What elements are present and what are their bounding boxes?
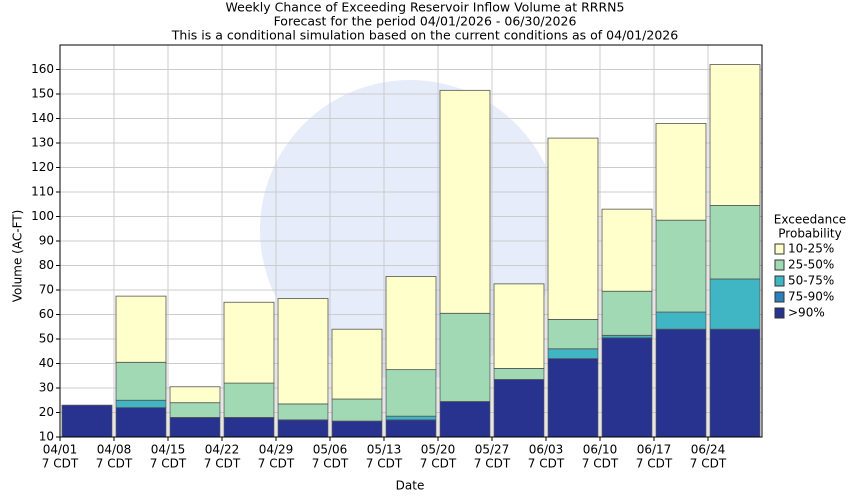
bar-segment xyxy=(331,328,383,400)
x-tick-label: 7 CDT xyxy=(204,457,241,471)
x-tick-label: 05/27 xyxy=(475,443,510,457)
x-tick-label: 04/01 xyxy=(43,443,78,457)
y-tick-label: 30 xyxy=(39,381,54,395)
bar-segment xyxy=(439,89,491,314)
x-tick-label: 06/03 xyxy=(529,443,564,457)
bar-segment xyxy=(115,295,167,363)
legend-swatch xyxy=(774,291,785,303)
bar-segment xyxy=(385,276,437,371)
x-tick-label: 05/06 xyxy=(313,443,348,457)
x-tick-label: 04/15 xyxy=(151,443,186,457)
y-tick-label: 150 xyxy=(31,87,54,101)
x-tick-label: 7 CDT xyxy=(150,457,187,471)
x-tick-label: 06/10 xyxy=(583,443,618,457)
y-tick-label: 70 xyxy=(39,283,54,297)
x-tick-label: 7 CDT xyxy=(474,457,511,471)
legend-label: >90% xyxy=(788,306,825,320)
y-tick-label: 140 xyxy=(31,111,54,125)
y-tick-label: 20 xyxy=(39,405,54,419)
legend-swatch xyxy=(774,307,785,319)
x-tick-label: 05/20 xyxy=(421,443,456,457)
bar-segment xyxy=(169,402,221,418)
y-axis-label: Volume (AC-FT) xyxy=(11,210,25,303)
legend-swatch xyxy=(774,275,785,287)
bar-segment xyxy=(493,283,545,369)
bar-segment xyxy=(655,123,707,221)
y-tick-label: 80 xyxy=(39,258,54,272)
legend-swatch xyxy=(774,243,785,255)
x-tick-label: 06/24 xyxy=(691,443,726,457)
x-tick-label: 7 CDT xyxy=(96,457,133,471)
bar-segment xyxy=(277,298,329,405)
y-tick-label: 110 xyxy=(31,185,54,199)
legend-label: 25-50% xyxy=(788,258,834,272)
legend-label: 50-75% xyxy=(788,274,834,288)
bar-segment xyxy=(601,290,653,336)
x-tick-label: 7 CDT xyxy=(258,457,295,471)
bar-segment xyxy=(709,205,761,280)
x-tick-label: 7 CDT xyxy=(312,457,349,471)
x-tick-label: 04/29 xyxy=(259,443,294,457)
bar-segment xyxy=(331,398,383,422)
y-tick-label: 90 xyxy=(39,234,54,248)
x-tick-label: 06/17 xyxy=(637,443,672,457)
y-tick-label: 120 xyxy=(31,160,54,174)
bar-segment xyxy=(601,208,653,292)
x-tick-label: 7 CDT xyxy=(636,457,673,471)
y-tick-label: 10 xyxy=(39,430,54,444)
bars xyxy=(61,64,761,437)
x-tick-label: 04/22 xyxy=(205,443,240,457)
bar-segment xyxy=(223,382,275,418)
bar-segment xyxy=(655,219,707,313)
x-tick-label: 7 CDT xyxy=(528,457,565,471)
bar-segment xyxy=(115,399,167,408)
bar-segment xyxy=(223,301,275,384)
legend-swatch xyxy=(774,259,785,271)
y-tick-label: 40 xyxy=(39,356,54,370)
x-axis-label: Date xyxy=(396,479,425,493)
x-tick-label: 7 CDT xyxy=(366,457,403,471)
bar-segment xyxy=(61,404,113,437)
bar-segment xyxy=(385,415,437,421)
x-tick-label: 7 CDT xyxy=(42,457,79,471)
bar-segment xyxy=(169,386,221,404)
legend-label: 75-90% xyxy=(788,290,834,304)
bar-segment xyxy=(655,328,707,437)
x-tick-label: 7 CDT xyxy=(582,457,619,471)
y-tick-label: 50 xyxy=(39,332,54,346)
plot-border xyxy=(59,44,763,438)
x-tick-label: 04/08 xyxy=(97,443,132,457)
bar-segment xyxy=(493,379,545,437)
chart-title: Weekly Chance of Exceeding Reservoir Inf… xyxy=(226,0,625,15)
legend-title: Exceedance xyxy=(774,213,846,227)
bar-segment xyxy=(709,278,761,330)
y-tick-label: 160 xyxy=(31,62,54,76)
bar-segment xyxy=(385,369,437,417)
legend-label: 10-25% xyxy=(788,242,834,256)
chart-subtitle: Forecast for the period 04/01/2026 - 06/… xyxy=(274,14,577,29)
y-tick-label: 100 xyxy=(31,209,54,223)
bar-segment xyxy=(601,337,653,437)
bar-segment xyxy=(115,361,167,401)
x-tick-label: 7 CDT xyxy=(420,457,457,471)
bar-segment xyxy=(547,348,599,359)
chart-note: This is a conditional simulation based o… xyxy=(171,28,678,43)
x-tick-label: 05/13 xyxy=(367,443,402,457)
bar-segment xyxy=(547,318,599,350)
bar-segment xyxy=(439,312,491,402)
legend-title: Probability xyxy=(778,227,841,241)
bar-segment xyxy=(547,137,599,320)
bar-segment xyxy=(655,311,707,330)
x-tick-label: 7 CDT xyxy=(690,457,727,471)
y-tick-label: 60 xyxy=(39,307,54,321)
y-tick-label: 130 xyxy=(31,136,54,150)
bar-segment xyxy=(493,367,545,380)
bar-segment xyxy=(709,64,761,206)
bar-segment xyxy=(277,403,329,421)
bar-segment xyxy=(547,358,599,437)
